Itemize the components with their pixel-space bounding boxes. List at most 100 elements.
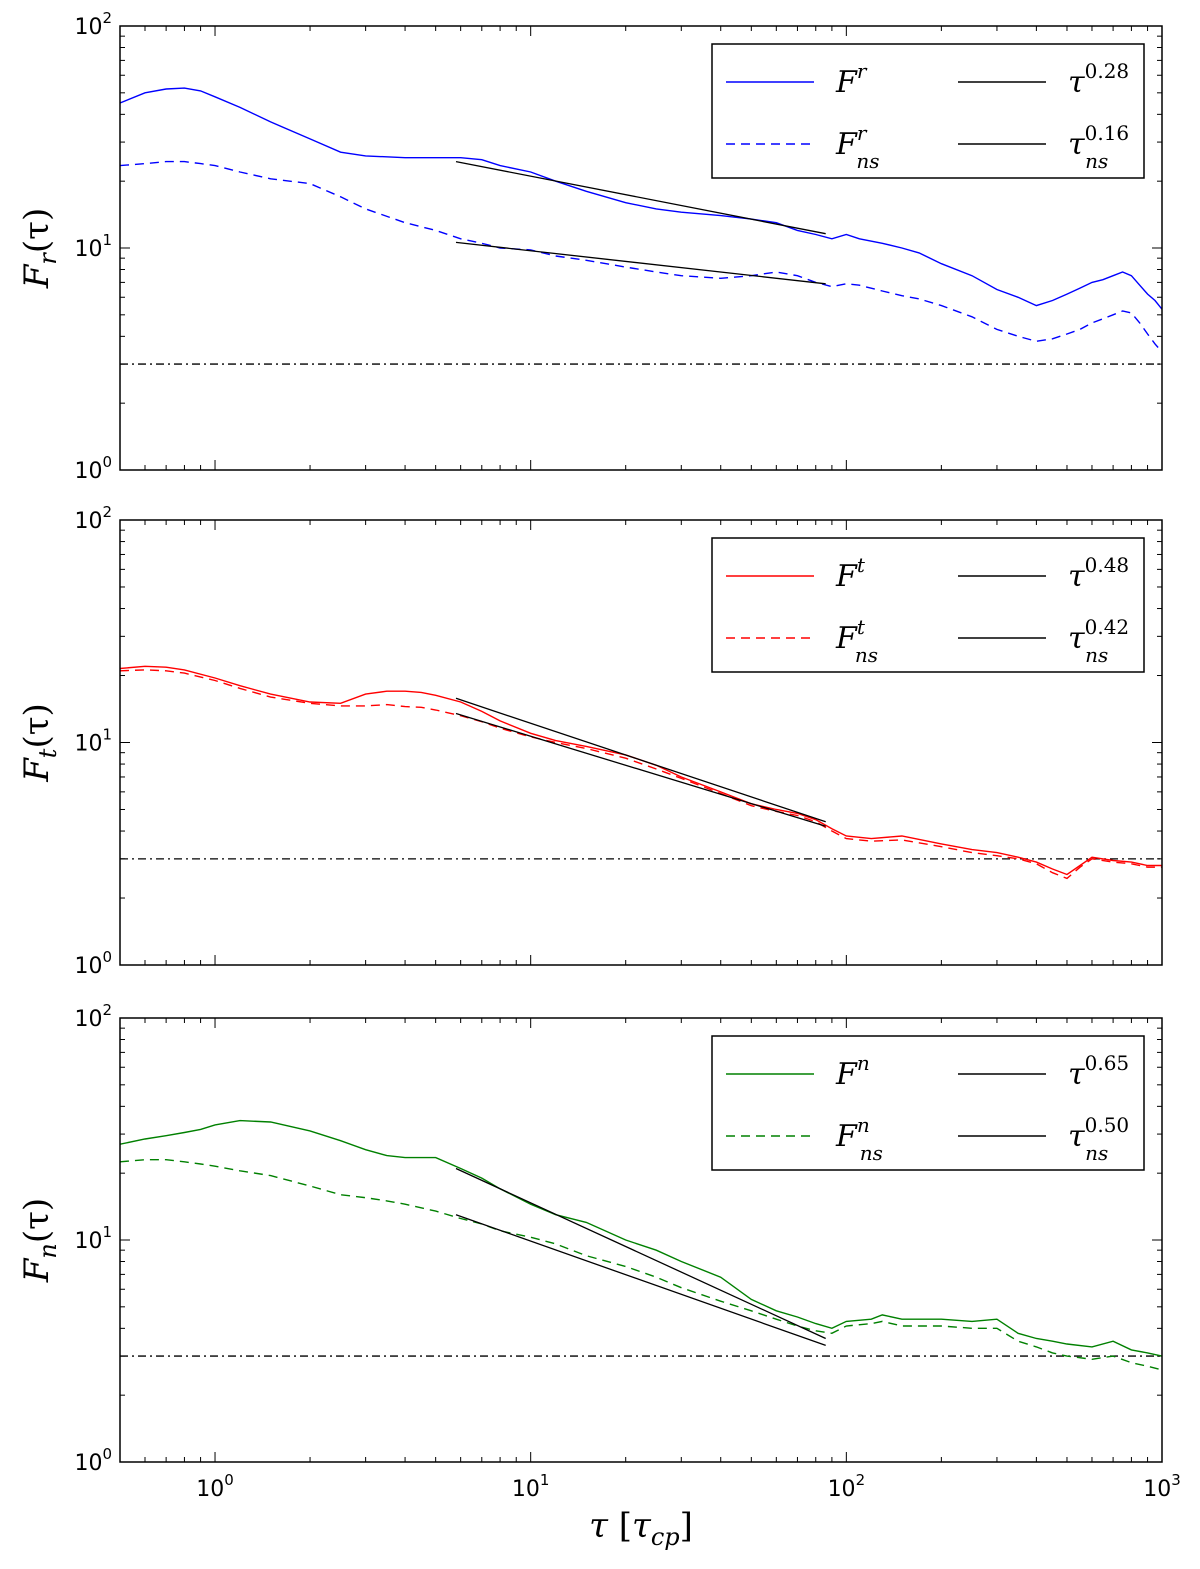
y-tick-exp: 0: [102, 1445, 112, 1463]
y-tick-exp: 1: [102, 1223, 112, 1241]
x-axis-label-inner: τ: [632, 1506, 652, 1546]
y-tick-label: 101: [74, 1223, 112, 1254]
series-line: [455, 697, 826, 823]
x-axis-label-open: [: [608, 1506, 632, 1546]
x-tick-exp: 0: [224, 1471, 234, 1489]
y-tick-base: 10: [74, 1451, 102, 1476]
series-line: [455, 160, 826, 235]
y-axis-label-sub: r: [34, 252, 62, 265]
legend-sub: ns: [1085, 149, 1108, 173]
y-axis-label-suffix: (τ): [17, 703, 57, 748]
legend-symbol: τ: [1068, 65, 1085, 100]
series-line: [455, 1214, 826, 1347]
legend-label: Ft: [835, 553, 866, 594]
series-line: [455, 1167, 826, 1340]
y-tick-exp: 0: [102, 948, 112, 966]
legend-symbol: F: [835, 621, 858, 656]
legend-symbol: τ: [1068, 127, 1085, 162]
y-axis-label-main: F: [17, 757, 57, 783]
x-tick-label: 103: [1143, 1471, 1181, 1502]
legend-sup: n: [857, 1051, 870, 1075]
y-tick-exp: 2: [102, 503, 112, 521]
x-axis-label-close: ]: [680, 1506, 693, 1546]
y-tick-label: 102: [74, 503, 112, 534]
legend-sup: n: [857, 1113, 870, 1137]
y-tick-base: 10: [74, 732, 102, 757]
legend-symbol: τ: [1068, 621, 1085, 656]
series-line: [455, 712, 826, 827]
legend-box: [711, 43, 1145, 179]
series-line: [120, 669, 1162, 880]
x-tick-base: 10: [196, 1477, 224, 1502]
y-tick-base: 10: [74, 1229, 102, 1254]
legend-sub: ns: [855, 643, 878, 667]
axes-frame: [119, 25, 1163, 471]
legend-sup: 0.48: [1085, 553, 1130, 577]
y-tick-base: 10: [74, 237, 102, 262]
legend-label: τ0.65: [1068, 1051, 1129, 1092]
legend-label: Fn ns: [835, 1113, 883, 1165]
x-tick-base: 10: [1143, 1477, 1171, 1502]
legend-label: τ0.16 ns: [1068, 121, 1129, 173]
x-axis-label: τ [τcp]: [589, 1506, 693, 1551]
x-tick-base: 10: [828, 1477, 856, 1502]
y-tick-base: 10: [74, 15, 102, 40]
legend-sup: 0.16: [1085, 121, 1130, 145]
y-tick-label: 100: [74, 948, 112, 979]
y-tick-exp: 0: [102, 453, 112, 471]
legend-sup: t: [857, 553, 866, 577]
y-tick-exp: 2: [102, 9, 112, 27]
legend-label: Fr: [835, 59, 868, 100]
legend-sup: 0.65: [1085, 1051, 1130, 1075]
y-axis-label-main: F: [17, 263, 57, 289]
series-line: [120, 160, 1162, 353]
x-tick-label: 100: [196, 1471, 234, 1502]
y-tick-label: 102: [74, 9, 112, 40]
legend-label: τ0.50 ns: [1068, 1113, 1129, 1165]
y-tick-base: 10: [74, 1007, 102, 1032]
legend-sup: 0.28: [1085, 59, 1130, 83]
series-line: [120, 665, 1162, 876]
plot-area: [120, 87, 1162, 353]
x-tick-exp: 1: [540, 1471, 550, 1489]
legend-box: [711, 1035, 1145, 1171]
legend-symbol: F: [835, 559, 858, 594]
x-tick-exp: 2: [856, 1471, 866, 1489]
plot-area: [120, 665, 1162, 880]
y-axis-label: Ft(τ): [17, 703, 62, 783]
legend-label: τ0.28: [1068, 59, 1129, 100]
legend-sup: t: [857, 615, 866, 639]
y-axis-label-suffix: (τ): [17, 1198, 57, 1243]
y-tick-label: 101: [74, 726, 112, 757]
y-tick-base: 10: [74, 954, 102, 979]
y-tick-exp: 2: [102, 1001, 112, 1019]
legend-label: Fn: [835, 1051, 870, 1092]
legend-sub: ns: [1085, 1141, 1108, 1165]
legend-label: τ0.42 ns: [1068, 615, 1129, 667]
x-axis-label-main: τ: [589, 1506, 609, 1546]
y-tick-label: 102: [74, 1001, 112, 1032]
y-axis-label-sub: t: [34, 748, 62, 758]
y-tick-label: 100: [74, 1445, 112, 1476]
legend-symbol: τ: [1068, 1119, 1085, 1154]
legend-symbol: τ: [1068, 559, 1085, 594]
legend-sub: ns: [1085, 643, 1108, 667]
y-tick-exp: 1: [102, 726, 112, 744]
y-tick-exp: 1: [102, 231, 112, 249]
legend-sub: ns: [856, 149, 879, 173]
y-axis-label-main: F: [17, 1257, 57, 1283]
y-axis-label-suffix: (τ): [17, 208, 57, 253]
x-tick-label: 101: [512, 1471, 550, 1502]
series-line: [455, 241, 826, 285]
legend-box: [711, 537, 1145, 673]
legend-symbol: F: [835, 1119, 858, 1154]
y-axis-label-sub: n: [34, 1243, 62, 1258]
legend-sup: 0.42: [1085, 615, 1130, 639]
y-tick-base: 10: [74, 509, 102, 534]
